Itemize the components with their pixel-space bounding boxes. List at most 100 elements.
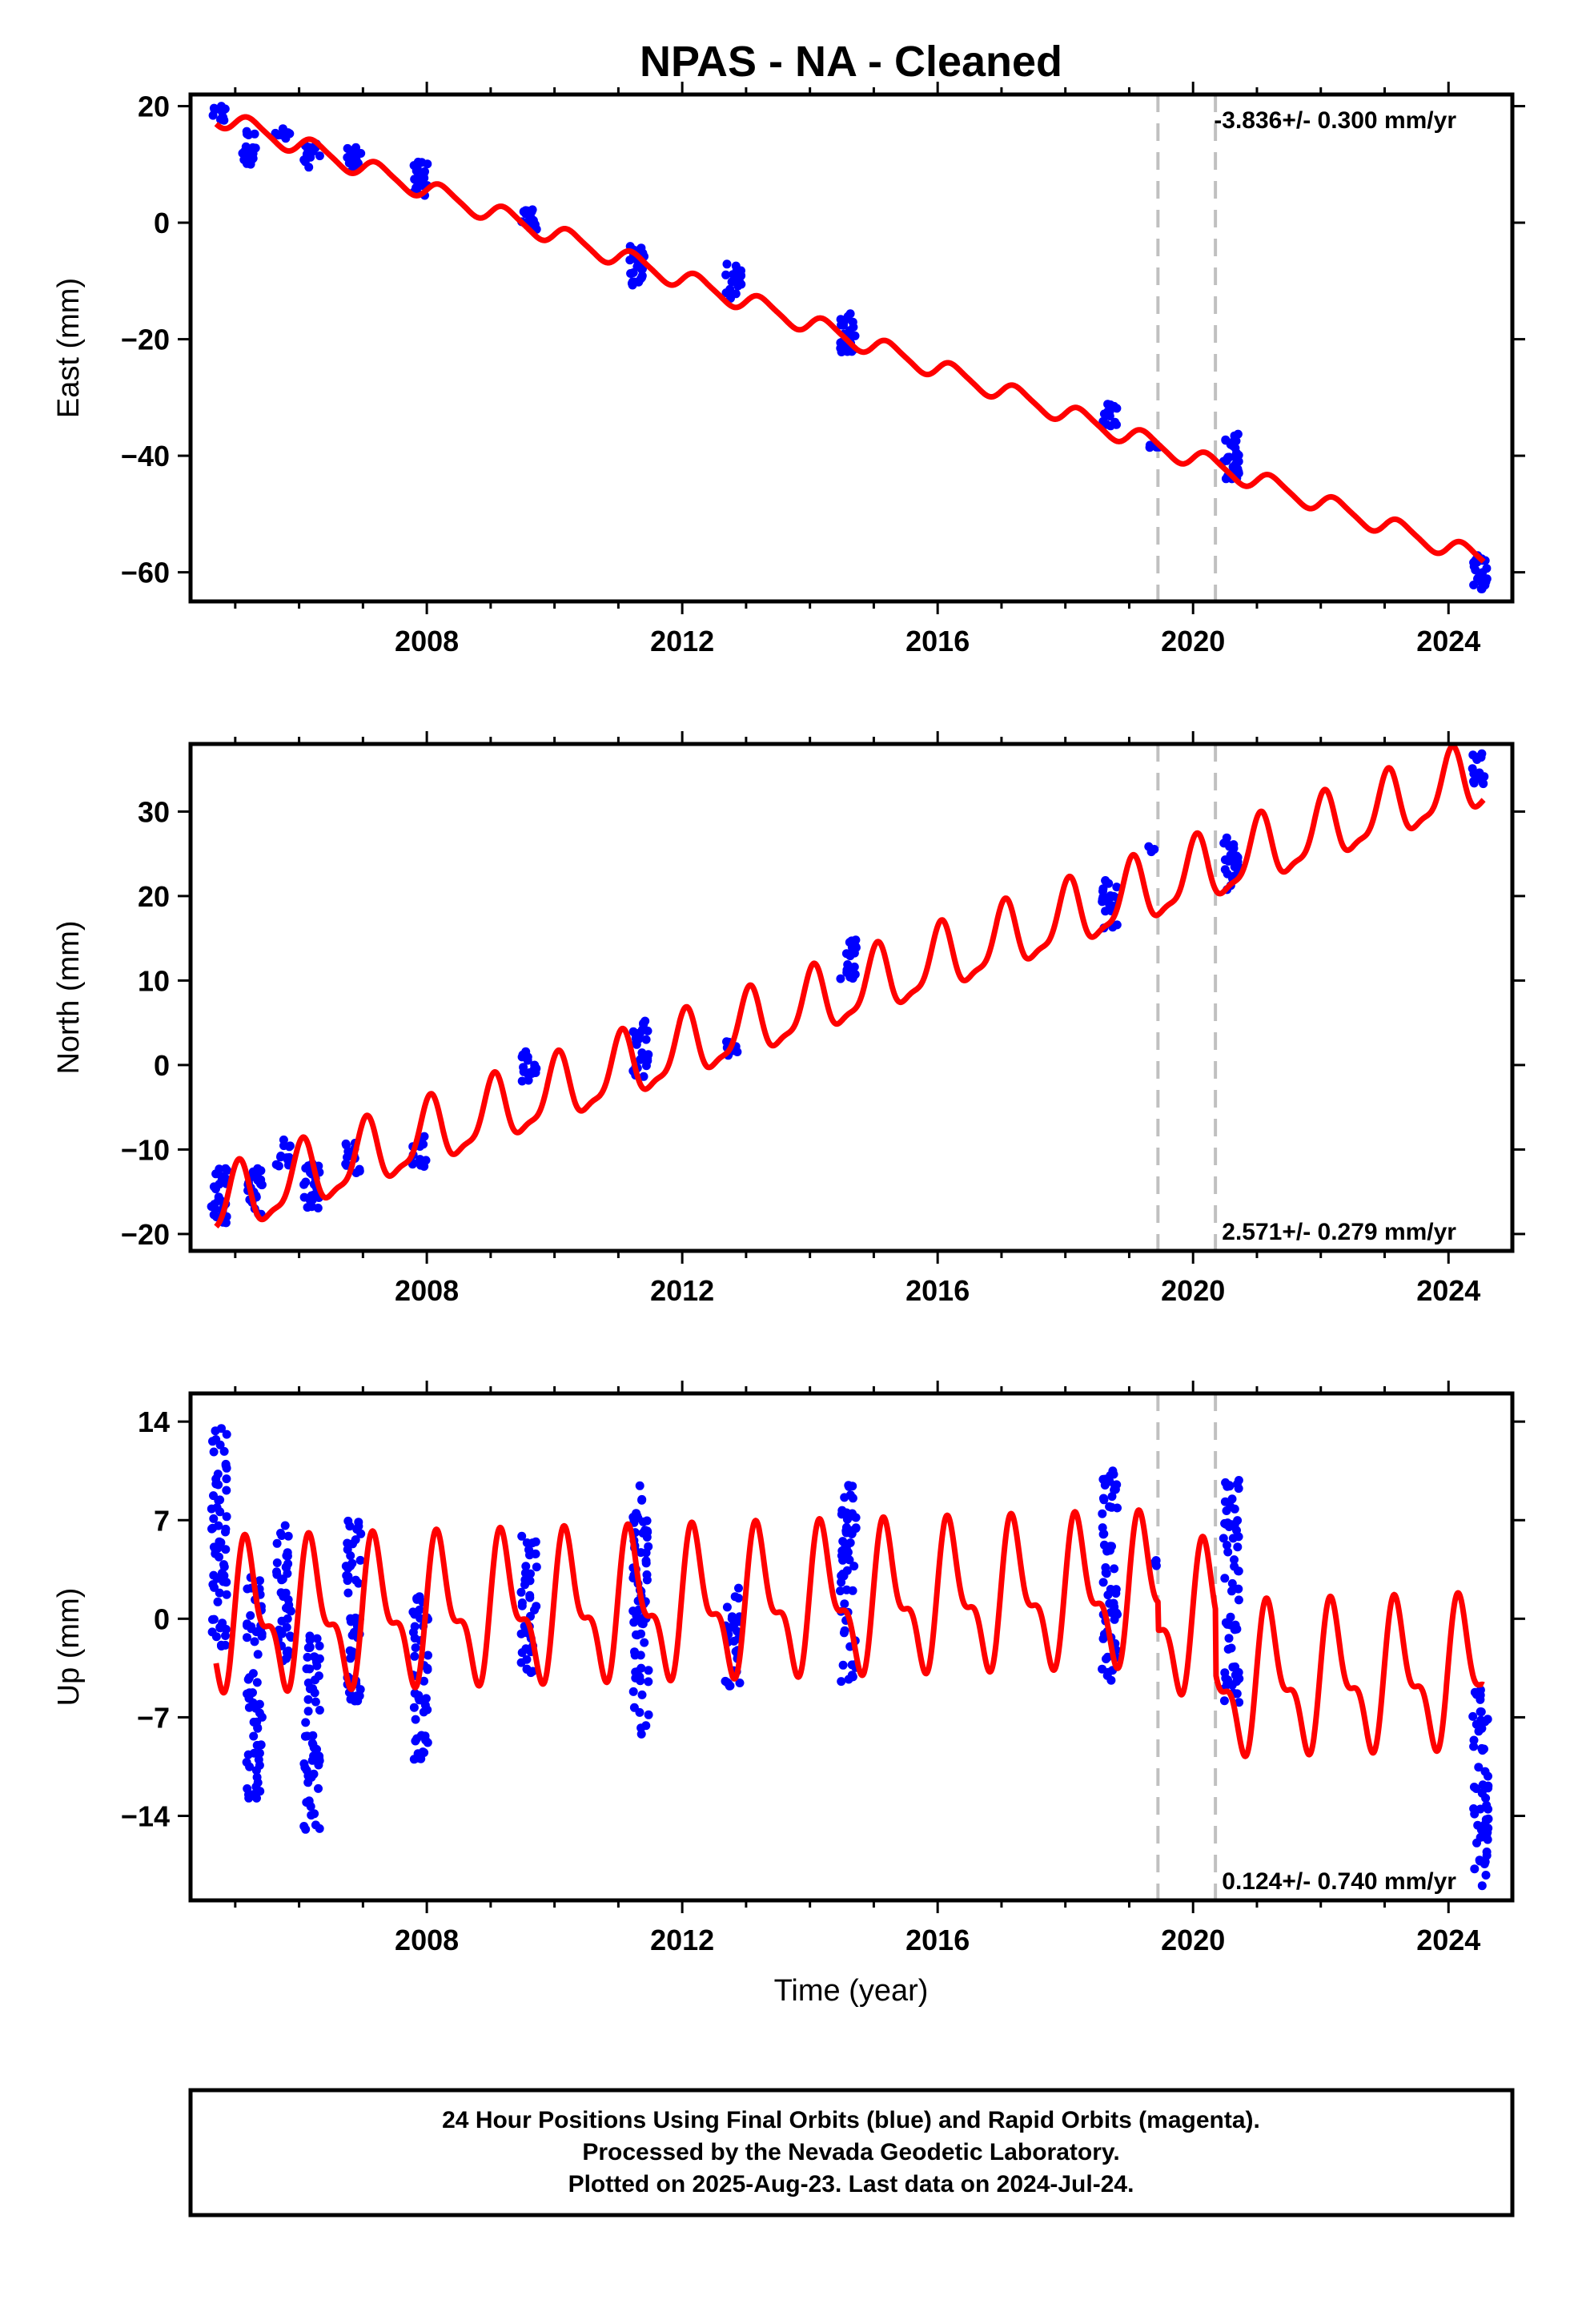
- data-point: [314, 1760, 323, 1770]
- data-point: [1107, 1492, 1117, 1502]
- data-point: [1472, 755, 1482, 764]
- data-point: [279, 1135, 288, 1144]
- data-point: [525, 1068, 535, 1077]
- data-point: [629, 1516, 639, 1525]
- data-point: [253, 1169, 263, 1179]
- data-point: [311, 1697, 320, 1707]
- data-point: [417, 181, 427, 191]
- data-point: [414, 1691, 424, 1700]
- y-tick-label: −14: [121, 1800, 170, 1833]
- data-point: [1474, 1763, 1484, 1772]
- data-point: [349, 1627, 359, 1637]
- data-point: [836, 974, 845, 983]
- data-point: [849, 962, 859, 971]
- data-point: [1472, 774, 1481, 783]
- data-point: [731, 289, 741, 299]
- data-point: [255, 1576, 264, 1586]
- x-tick-label: 2020: [1161, 625, 1225, 657]
- data-point: [630, 1647, 639, 1657]
- data-point: [838, 1660, 848, 1670]
- data-point: [1480, 1767, 1490, 1776]
- data-point: [301, 1718, 311, 1727]
- data-point: [1227, 1494, 1237, 1504]
- data-point: [215, 1507, 225, 1517]
- chart-title: NPAS - NA - Cleaned: [640, 38, 1062, 86]
- data-point: [217, 1176, 227, 1185]
- x-axis-label: Time (year): [774, 1974, 929, 2008]
- data-point: [420, 1162, 429, 1171]
- data-point: [1234, 1584, 1243, 1594]
- data-point: [309, 1743, 319, 1752]
- x-tick-label: 2020: [1161, 1924, 1225, 1956]
- x-tick-label: 2016: [905, 1924, 970, 1956]
- data-point: [221, 1545, 231, 1554]
- data-point: [302, 1664, 311, 1674]
- data-point: [631, 1667, 640, 1677]
- data-point: [841, 949, 851, 959]
- x-tick-label: 2024: [1416, 625, 1480, 657]
- data-point: [1098, 1509, 1107, 1518]
- data-point: [307, 1195, 317, 1204]
- data-point: [1227, 1643, 1236, 1653]
- data-point: [248, 143, 258, 152]
- data-point: [252, 1772, 262, 1782]
- data-point: [521, 1562, 531, 1571]
- footer-box: 24 Hour Positions Using Final Orbits (bl…: [188, 2088, 1515, 2217]
- data-point: [1101, 907, 1110, 916]
- data-point: [303, 1695, 313, 1704]
- data-point: [246, 159, 255, 169]
- data-point: [842, 968, 852, 977]
- data-point: [213, 1597, 223, 1606]
- data-point: [420, 1748, 429, 1757]
- data-point: [520, 1580, 529, 1590]
- data-point: [1145, 443, 1154, 452]
- data-point: [1483, 1715, 1492, 1724]
- data-point: [1103, 1590, 1113, 1600]
- data-point: [222, 1512, 231, 1522]
- data-point: [1235, 1698, 1244, 1707]
- data-point: [211, 1546, 220, 1555]
- y-tick-label: 14: [138, 1405, 170, 1438]
- data-point: [282, 1654, 291, 1663]
- data-point: [410, 1610, 420, 1619]
- data-point: [356, 1529, 366, 1538]
- data-point: [1232, 1479, 1242, 1489]
- data-point: [1477, 570, 1486, 580]
- data-point: [221, 1524, 231, 1534]
- y-tick-label: −7: [137, 1701, 170, 1734]
- footer-line-2: Processed by the Nevada Geodetic Laborat…: [582, 2139, 1119, 2165]
- data-point: [1102, 1569, 1111, 1578]
- data-point: [531, 1537, 540, 1546]
- data-point: [243, 1750, 253, 1759]
- data-point: [1222, 838, 1231, 847]
- data-point: [843, 1547, 853, 1557]
- data-point: [351, 157, 360, 167]
- data-point: [423, 1663, 432, 1673]
- data-point: [410, 1622, 420, 1631]
- north-panel: 2008 2012 2016 2020 2024 −20 −10 0 10 20 30 North (…: [52, 731, 1525, 1307]
- data-point: [209, 1570, 219, 1580]
- data-point: [1112, 1608, 1122, 1618]
- data-point: [632, 1630, 640, 1639]
- data-point: [721, 270, 731, 279]
- data-point: [355, 1166, 364, 1176]
- data-point: [629, 1618, 639, 1627]
- y-tick-label: −40: [121, 440, 170, 472]
- up-data-points: [207, 1424, 1493, 1891]
- x-tick-label: 2012: [650, 1274, 714, 1307]
- data-point: [218, 1618, 227, 1628]
- data-point: [222, 1429, 231, 1439]
- data-point: [208, 1614, 217, 1624]
- up-model-line: [213, 1507, 1486, 1759]
- data-point: [521, 1047, 531, 1056]
- data-point: [245, 1762, 255, 1771]
- north-model-line: [214, 744, 1486, 1229]
- data-point: [1478, 1832, 1488, 1842]
- data-point: [281, 1562, 291, 1572]
- data-point: [315, 1823, 324, 1833]
- data-point: [1109, 891, 1118, 901]
- data-point: [1110, 1481, 1119, 1490]
- x-tick-label: 2016: [905, 1274, 970, 1307]
- y-tick-label: 20: [138, 880, 170, 913]
- data-point: [639, 1072, 648, 1081]
